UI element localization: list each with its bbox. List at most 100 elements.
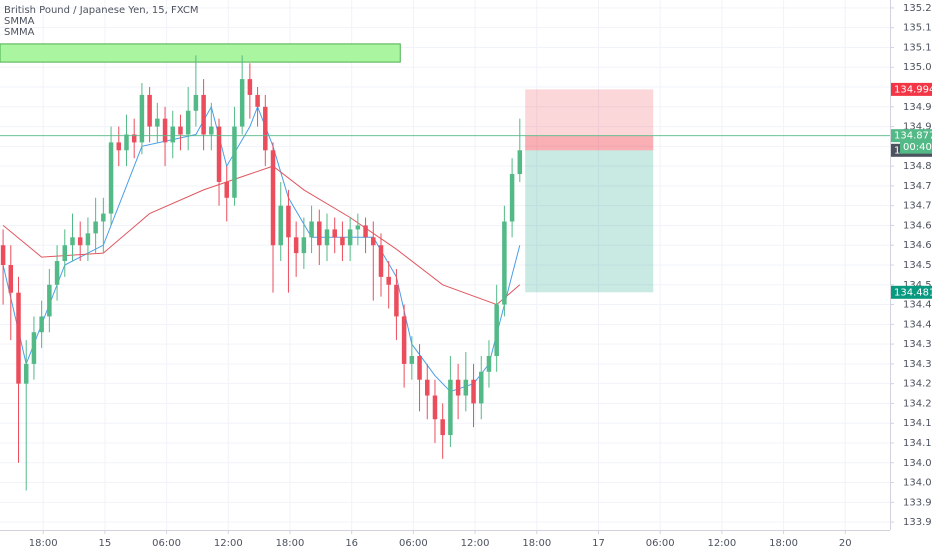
candle-body [371, 237, 376, 246]
target-tag [891, 285, 932, 299]
candle-body [317, 221, 322, 246]
x-tick-label: 06:00 [399, 538, 428, 549]
candle-body [201, 94, 206, 135]
candle-body [162, 118, 168, 143]
candle-body [463, 379, 469, 396]
axes: 133.900 133.950 134.000 134.050 134.100 134.1… [29, 3, 932, 549]
candle-body [116, 142, 122, 151]
candle-body [16, 292, 21, 384]
candle-body [347, 229, 353, 246]
candle-body [425, 379, 430, 396]
stop-tag [891, 82, 932, 96]
y-tick-label: 134.000 [903, 478, 932, 489]
candle-body [293, 237, 299, 254]
candle-body [170, 126, 176, 143]
y-tick-label: 135.050 [903, 62, 932, 73]
candle-body [386, 276, 391, 285]
candle-body [478, 371, 484, 404]
legend: British Pound / Japanese Yen, 15, FXCM S… [4, 5, 199, 38]
last-price-tag [891, 129, 932, 143]
target-zone [525, 150, 654, 293]
y-tick-label: 134.300 [903, 359, 932, 370]
candle-body [332, 229, 337, 238]
candle-body [301, 237, 307, 254]
stop-zone [525, 89, 654, 151]
candle-body [394, 284, 399, 317]
open-pnl [525, 135, 654, 151]
y-tick-label: 134.350 [903, 339, 932, 350]
y-tick-label: 135.100 [903, 42, 932, 53]
candle-body [255, 94, 260, 107]
candle-body [139, 94, 145, 143]
y-tick-label: 133.950 [903, 497, 932, 508]
candle-body [239, 79, 245, 127]
y-tick-label: 134.900 [903, 122, 932, 133]
y-tick-label: 134.400 [903, 319, 932, 330]
candle-body [494, 304, 499, 356]
candle-body [355, 225, 361, 230]
candle-body [401, 316, 407, 364]
candle-body [270, 150, 276, 246]
candle-body [31, 332, 37, 364]
candle-body [93, 221, 98, 234]
target-tag-label: 134.481 [894, 287, 932, 298]
y-tick-label: 134.200 [903, 398, 932, 409]
y-tick-label: 134.250 [903, 379, 932, 390]
candle-body [409, 355, 415, 364]
supply-zone [0, 43, 401, 63]
candle-body [47, 284, 52, 317]
candle-body [54, 261, 60, 285]
x-tick-label: 18:00 [29, 538, 58, 549]
countdown-tag [900, 140, 932, 154]
x-tick-label: 12:00 [214, 538, 243, 549]
candle-body [193, 94, 199, 111]
x-tick-label: 18:00 [522, 538, 551, 549]
x-tick-label: 17 [592, 538, 605, 549]
y-tick-label: 134.650 [903, 220, 932, 231]
candle-body [224, 181, 229, 198]
candle-body [39, 316, 44, 333]
grid [0, 0, 890, 530]
chart-title: British Pound / Japanese Yen, 15, FXCM [4, 5, 199, 16]
candle-body [363, 225, 368, 238]
x-tick-label: 06:00 [152, 538, 181, 549]
candle-body [70, 237, 75, 246]
candle-body [278, 205, 283, 246]
stop-tag-label: 134.994 [894, 84, 932, 95]
candle-body [85, 233, 91, 246]
candle-body [77, 237, 83, 246]
candle-body [0, 245, 6, 265]
candle-body [131, 134, 137, 143]
candle-body [509, 174, 515, 222]
candle-body [216, 126, 222, 182]
y-tick-label: 134.950 [903, 102, 932, 113]
legend-entry: SMMA [4, 16, 35, 27]
x-tick-label: 16 [345, 538, 358, 549]
candle-body [471, 379, 476, 404]
x-tick-label: 06:00 [646, 538, 675, 549]
candle-body [286, 205, 291, 238]
x-tick-label: 18:00 [769, 538, 798, 549]
candle-body [486, 355, 492, 372]
legend-entry: SMMA [4, 27, 35, 38]
y-tick-label: 134.750 [903, 181, 932, 192]
candle-body [309, 221, 314, 238]
y-tick-label: 134.500 [903, 280, 932, 291]
x-tick-label: 12:00 [461, 538, 490, 549]
candle-body [247, 79, 253, 95]
candle-body [455, 379, 461, 396]
candle-body [155, 118, 160, 127]
candle-body [432, 395, 438, 420]
candle-body [378, 245, 384, 277]
candle-body [23, 363, 29, 384]
candle-body [124, 134, 129, 151]
candle-body [448, 379, 453, 436]
y-tick-label: 134.700 [903, 201, 932, 212]
x-tick-label: 18:00 [276, 538, 305, 549]
candle-body [417, 355, 422, 380]
candle-body [185, 110, 191, 135]
candle-body [209, 126, 214, 135]
candle-body [440, 419, 445, 436]
y-tick-label: 134.800 [903, 161, 932, 172]
